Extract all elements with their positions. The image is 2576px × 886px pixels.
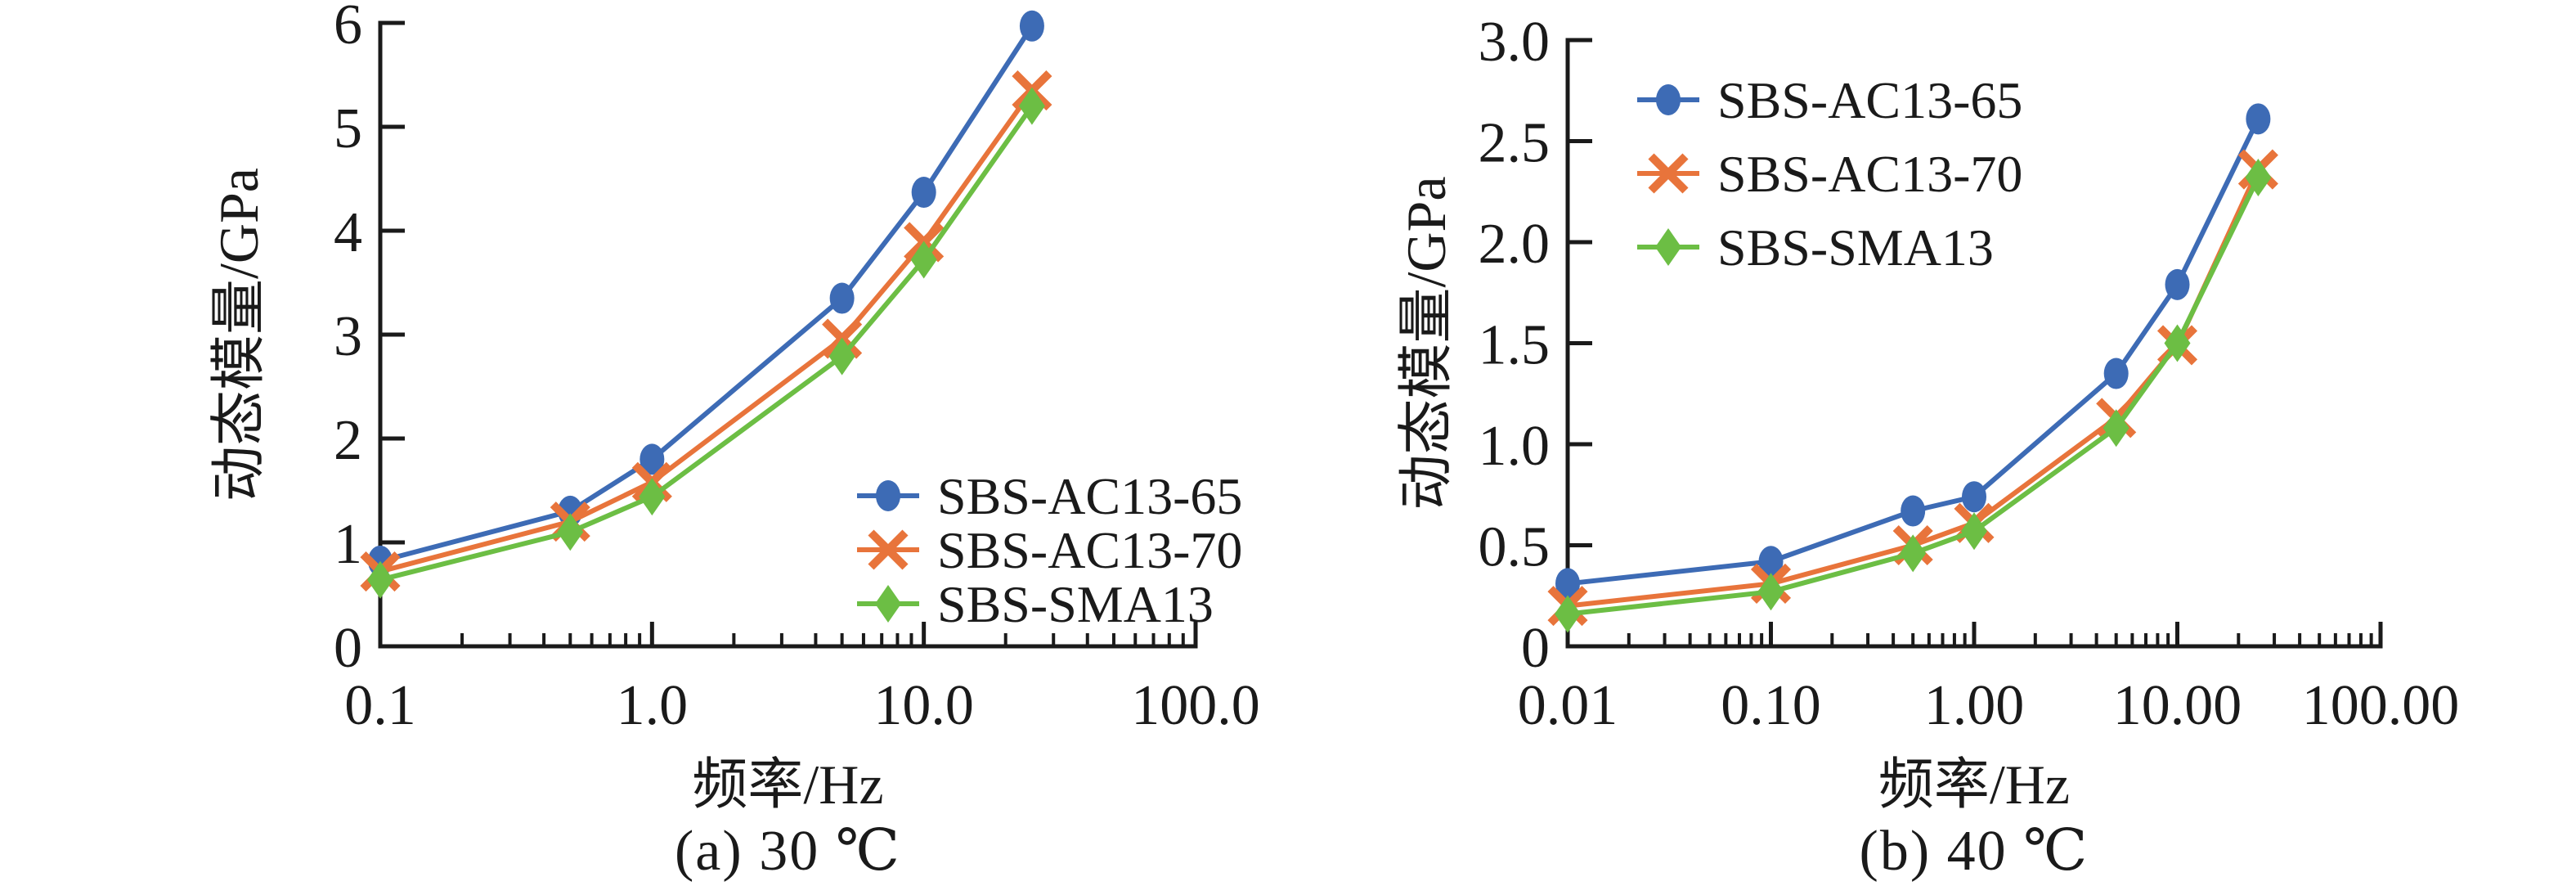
x-tick-label: 0.01 (1518, 674, 1618, 737)
x-tick-label: 100.0 (1131, 674, 1260, 737)
y-tick-label: 3.0 (1479, 11, 1551, 74)
series-marker-SBS-AC13-65 (1758, 546, 1784, 578)
series-marker-SBS-AC13-65 (1962, 481, 1986, 513)
series-marker-SBS-SMA13 (367, 560, 393, 599)
series-marker-SBS-AC13-65 (2103, 358, 2129, 389)
series-marker-SBS-SMA13 (1757, 573, 1784, 611)
series-marker-SBS-AC13-65 (911, 177, 936, 209)
y-axis-title: 动态模量/GPa (208, 168, 270, 501)
series-marker-SBS-AC13-65 (1901, 495, 1926, 527)
legend-item-SBS-AC13-70: SBS-AC13-70 (857, 521, 1242, 579)
x-tick-label: 0.1 (344, 674, 416, 737)
legend-label: SBS-SMA13 (1717, 218, 1994, 277)
series-marker-SBS-SMA13 (1018, 87, 1045, 125)
x-tick-label: 1.0 (617, 674, 689, 737)
x-axis-title: 频率/Hz (692, 753, 883, 816)
legend-item-SBS-SMA13: SBS-SMA13 (857, 575, 1214, 633)
series-marker-SBS-AC13-65 (2165, 268, 2190, 300)
y-tick-label: 0 (1521, 617, 1550, 680)
series-marker-SBS-SMA13 (1961, 512, 1987, 551)
legend: SBS-AC13-65 SBS-AC13-70 SBS-SMA13 (1637, 71, 2022, 277)
legend-marker-diamond (875, 585, 901, 623)
y-tick-label: 1.5 (1479, 314, 1551, 377)
y-tick-label: 5 (334, 97, 362, 160)
y-tick-label: 6 (334, 0, 362, 56)
legend-marker-diamond (1655, 228, 1681, 266)
series-marker-SBS-AC13-65 (829, 282, 855, 314)
legend-marker-x-cross (868, 529, 909, 570)
caption-panel-b: (b) 40 ℃ (1859, 820, 2089, 883)
y-tick-label: 1 (334, 513, 362, 576)
legend-label: SBS-AC13-70 (937, 521, 1242, 579)
legend-item-SBS-AC13-70: SBS-AC13-70 (1637, 145, 2022, 203)
legend-label: SBS-SMA13 (937, 575, 1214, 633)
y-tick-label: 3 (334, 305, 362, 368)
series-line-SBS-SMA13 (378, 103, 1034, 582)
y-tick-label: 1.0 (1479, 415, 1551, 478)
series-line-SBS-AC13-65 (378, 23, 1034, 564)
series-marker-SBS-SMA13 (828, 337, 855, 376)
legend-label: SBS-AC13-70 (1717, 145, 2022, 203)
series-marker-SBS-SMA13 (2164, 324, 2191, 362)
x-tick-label: 100.00 (2302, 674, 2460, 737)
series-marker-SBS-AC13-65 (1019, 10, 1044, 42)
y-tick-label: 2.5 (1479, 112, 1551, 175)
series-marker-SBS-SMA13 (557, 513, 584, 551)
y-tick-label: 2.0 (1479, 213, 1551, 276)
series-marker-SBS-AC13-65 (640, 443, 665, 475)
series-marker-SBS-SMA13 (639, 478, 666, 516)
series-marker-SBS-SMA13 (2245, 158, 2272, 196)
x-tick-label: 10.00 (2113, 674, 2242, 737)
legend-label: SBS-AC13-65 (937, 467, 1242, 525)
series-line-SBS-AC13-70 (378, 88, 1034, 574)
x-tick-label: 0.10 (1721, 674, 1821, 737)
series-marker-SBS-SMA13 (1555, 595, 1581, 633)
chart-a-30c: 0 1 2 3 4 5 6 0.1 1.0 10.0 100.0 频率/Hz 动态模量/GPa SBS-A… (208, 0, 1260, 816)
y-tick-label: 0 (334, 617, 362, 680)
y-tick-label: 4 (334, 201, 362, 264)
y-tick-label: 2 (334, 409, 362, 472)
y-tick-label: 0.5 (1479, 516, 1551, 579)
series-marker-SBS-AC13-65 (1555, 568, 1580, 600)
legend-item-SBS-SMA13: SBS-SMA13 (1637, 218, 1994, 277)
legend-marker-circle (1656, 84, 1681, 115)
legend-item-SBS-AC13-65: SBS-AC13-65 (857, 467, 1242, 525)
y-axis-title: 动态模量/GPa (1395, 176, 1457, 510)
legend-label: SBS-AC13-65 (1717, 71, 2022, 129)
x-axis-title: 频率/Hz (1878, 753, 2070, 816)
series-marker-SBS-AC13-65 (2246, 103, 2271, 135)
series-marker-SBS-SMA13 (910, 241, 937, 279)
legend-marker-x-cross (1648, 153, 1689, 194)
caption-panel-a: (a) 30 ℃ (675, 820, 901, 883)
series-marker-SBS-SMA13 (2103, 409, 2129, 447)
x-tick-label: 1.00 (1924, 674, 2025, 737)
x-tick-label: 10.0 (873, 674, 974, 737)
chart-b-40c: 0 0.5 1.0 1.5 2.0 2.5 3.0 0.01 0.10 1.00 10.00 100.… (1395, 11, 2460, 816)
legend-item-SBS-AC13-65: SBS-AC13-65 (1637, 71, 2022, 129)
legend-marker-circle (876, 480, 900, 511)
series-marker-SBS-SMA13 (1900, 534, 1927, 573)
